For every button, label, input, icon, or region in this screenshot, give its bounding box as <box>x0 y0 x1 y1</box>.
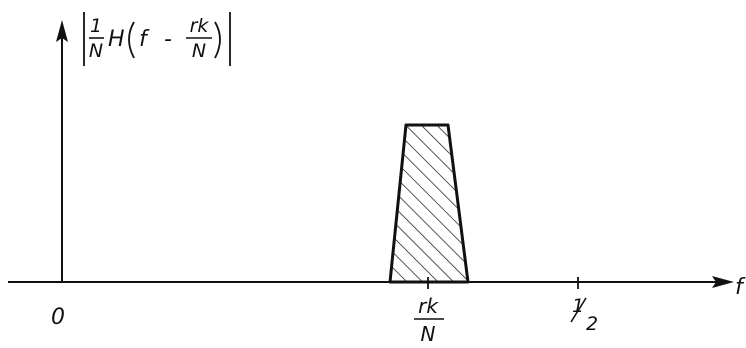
origin-label: 0 <box>51 305 65 330</box>
label-fraction-numerator: 1 <box>90 15 102 37</box>
y-axis-arrow-icon <box>56 20 68 42</box>
peak-frequency-label: rk N <box>414 294 444 346</box>
label-shift-numerator: rk <box>190 15 210 37</box>
label-operator: - <box>164 27 172 52</box>
label-fraction-denominator: N <box>89 40 103 62</box>
label-function-name: H <box>108 27 125 52</box>
peak-numerator: rk <box>418 294 439 318</box>
peak-denominator: N <box>421 322 436 346</box>
half-numerator: 1 <box>572 295 584 317</box>
label-argument-variable: f <box>139 27 150 52</box>
y-axis-label: 1 N H f - rk N <box>83 12 231 66</box>
x-axis-arrow-icon <box>712 276 734 288</box>
x-axis-variable-label: f <box>735 275 746 300</box>
half-denominator: 2 <box>586 313 598 335</box>
passband-trapezoid <box>388 123 470 284</box>
label-shift-denominator: N <box>192 40 206 62</box>
half-frequency-label: 1 2 <box>570 295 598 335</box>
